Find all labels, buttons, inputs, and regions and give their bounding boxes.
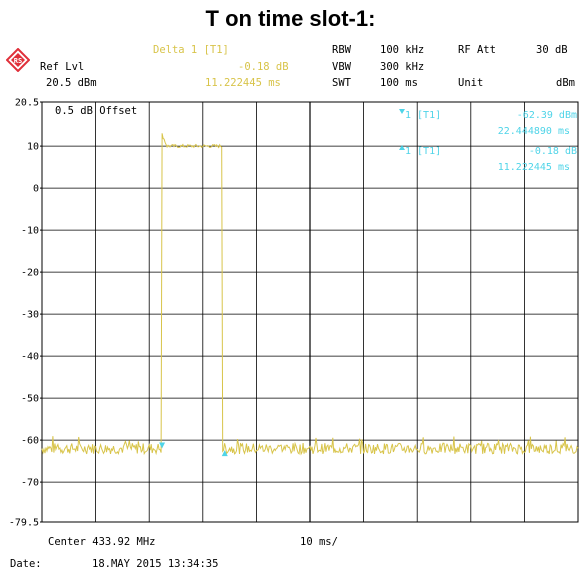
marker-1-icon (159, 442, 166, 449)
delta1-label: 1 [T1] (405, 146, 441, 157)
delta1-value: -0.18 dB (529, 146, 577, 157)
plot-grid (41, 101, 579, 523)
y-tick-label: 0 (33, 184, 39, 195)
delta-marker-value: -0.18 dB (238, 61, 289, 73)
y-tick-label: -60 (21, 436, 39, 447)
spectrum-plot: 20.5 10 0 -10 -20 -30 -40 -50 -60 -70 -79.5 0.5 dB… (9, 98, 579, 529)
y-tick-label: 20.5 (15, 98, 39, 109)
vbw-label: VBW (332, 61, 351, 73)
y-tick-label: -10 (21, 226, 39, 237)
marker-1-legend-icon (399, 109, 405, 114)
swt-value: 100 ms (380, 77, 418, 89)
marker1-time: 22.444890 ms (498, 126, 570, 137)
ref-level-value: 20.5 dBm (46, 77, 97, 89)
svg-text:RS: RS (14, 57, 22, 65)
vbw-value: 300 kHz (380, 61, 425, 73)
rbw-label: RBW (332, 44, 351, 56)
markers (159, 109, 405, 457)
swt-label: SWT (332, 77, 351, 89)
rf-att-value: 30 dB (536, 44, 568, 56)
unit-label: Unit (458, 77, 484, 89)
delta-marker-icon (221, 450, 228, 457)
offset-label: 0.5 dB Offset (55, 105, 137, 117)
delta1-time: 11.222445 ms (498, 162, 570, 173)
date-label: Date: (10, 558, 42, 570)
delta-marker-label: Delta 1 [T1] (153, 44, 229, 56)
y-tick-label: 10 (27, 142, 39, 153)
rbw-value: 100 kHz (380, 44, 425, 56)
delta-legend-icon (399, 145, 405, 150)
trace-line (41, 133, 579, 456)
y-tick-label: -40 (21, 352, 39, 363)
y-tick-label: -70 (21, 478, 39, 489)
unit-value: dBm (556, 77, 575, 89)
y-tick-label: -79.5 (9, 518, 39, 529)
center-frequency-label: Center 433.92 MHz (48, 536, 156, 548)
y-tick-label: -20 (21, 268, 39, 279)
span-per-division-label: 10 ms/ (300, 536, 338, 548)
y-tick-label: -30 (21, 310, 39, 321)
marker1-value: -62.39 dBm (517, 110, 577, 121)
page-title: T on time slot-1: (205, 6, 376, 31)
rohde-schwarz-logo-icon: RS (6, 48, 30, 72)
marker1-label: 1 [T1] (405, 110, 441, 121)
ref-level-label: Ref Lvl (40, 61, 85, 73)
delta-marker-time: 11.222445 ms (205, 77, 281, 89)
y-axis-ticks: 20.5 10 0 -10 -20 -30 -40 -50 -60 -70 -79.5 (9, 98, 42, 529)
date-value: 18.MAY 2015 13:34:35 (92, 558, 219, 570)
rf-att-label: RF Att (458, 44, 496, 56)
y-tick-label: -50 (21, 394, 39, 405)
